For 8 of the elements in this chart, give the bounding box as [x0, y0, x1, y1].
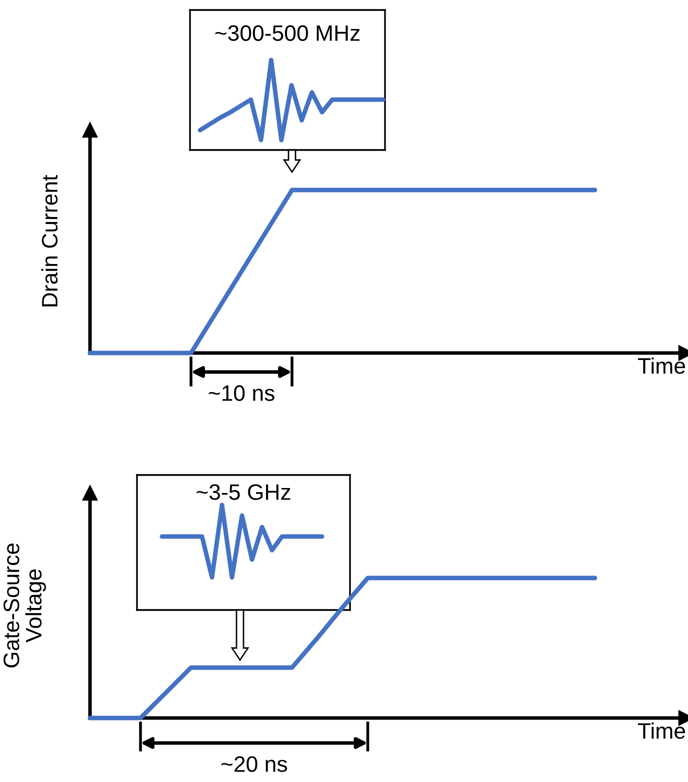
chart-title: ~3-5 GHz [196, 484, 290, 500]
x-axis-title: Time [638, 357, 686, 374]
x-axis-title: Time [638, 722, 686, 739]
y-axis-title: Drain Current [41, 174, 58, 306]
text: ~10 ns [208, 385, 274, 401]
text: ~20 ns [221, 756, 287, 772]
y-axis-title: Gate-Source Voltage [4, 543, 46, 668]
chart-title: ~300-500 MHz [215, 25, 360, 41]
